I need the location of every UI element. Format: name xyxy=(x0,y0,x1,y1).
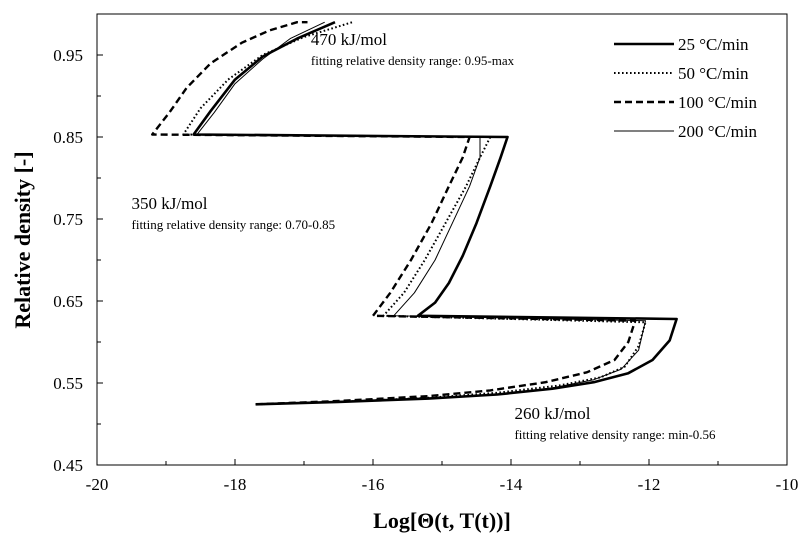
x-tick-label: -14 xyxy=(500,475,523,494)
x-tick-label: -20 xyxy=(86,475,109,494)
annotation-text: fitting relative density range: 0.70-0.8… xyxy=(132,217,336,232)
annotation-text: 470 kJ/mol xyxy=(311,30,387,49)
y-tick-label: 0.45 xyxy=(53,456,83,475)
y-tick-label: 0.55 xyxy=(53,374,83,393)
y-tick-label: 0.95 xyxy=(53,46,83,65)
x-tick-label: -18 xyxy=(224,475,247,494)
series-line-1 xyxy=(192,21,678,406)
annotation-text: 350 kJ/mol xyxy=(132,194,208,213)
series-line-2 xyxy=(182,21,647,406)
annotation-text: fitting relative density range: 0.95-max xyxy=(311,53,515,68)
x-tick-label: -10 xyxy=(776,475,799,494)
annotation-layer: 470 kJ/mol fitting relative density range… xyxy=(132,30,717,442)
legend-label-3: 100 °C/min xyxy=(678,93,758,112)
legend-label-4: 200 °C/min xyxy=(678,122,758,141)
annotation-text: 260 kJ/mol xyxy=(514,404,590,423)
annotation-text: fitting relative density range: min-0.56 xyxy=(514,427,716,442)
y-tick-label: 0.65 xyxy=(53,292,83,311)
series-layer xyxy=(151,21,678,406)
y-tick-label: 0.85 xyxy=(53,128,83,147)
legend: 25 °C/min 50 °C/min 100 °C/min 200 °C/min xyxy=(614,35,758,141)
axes: -20 -18 -16 -14 -12 -10 0.45 0.55 0.65 0.75 0.85 0.… xyxy=(53,13,799,494)
x-axis-label: Log[Θ(t, T(t))] xyxy=(373,508,511,533)
y-axis-label: Relative density [-] xyxy=(10,151,35,328)
legend-label-2: 50 °C/min xyxy=(678,64,749,83)
series-line-4 xyxy=(196,21,646,405)
y-tick-label: 0.75 xyxy=(53,210,83,229)
series-line-3 xyxy=(151,21,637,406)
x-tick-label: -16 xyxy=(362,475,385,494)
legend-label-1: 25 °C/min xyxy=(678,35,749,54)
x-tick-label: -12 xyxy=(638,475,661,494)
